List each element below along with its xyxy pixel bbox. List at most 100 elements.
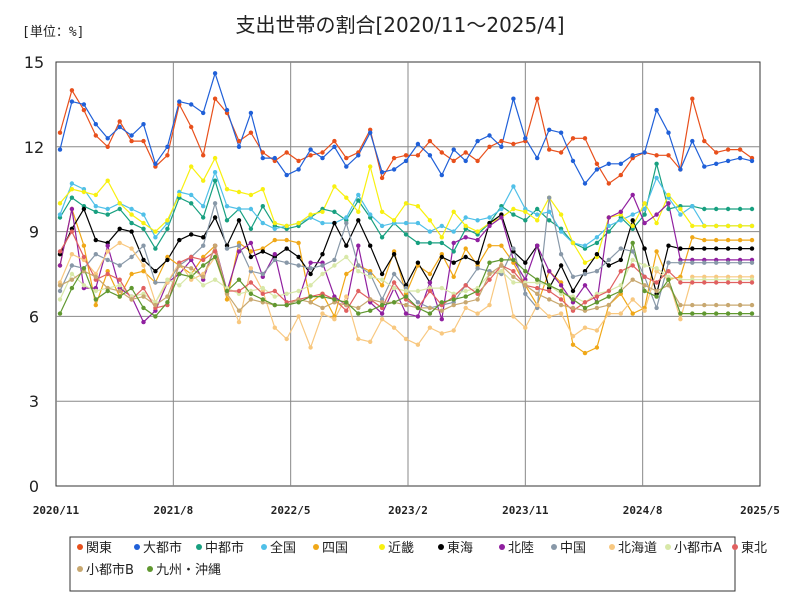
data-point bbox=[702, 164, 707, 169]
y-tick-label: 15 bbox=[24, 53, 44, 72]
data-point bbox=[463, 246, 468, 251]
data-point bbox=[702, 260, 707, 265]
data-point bbox=[320, 263, 325, 268]
data-point bbox=[523, 209, 528, 214]
data-point bbox=[427, 271, 433, 277]
data-point bbox=[201, 243, 206, 248]
data-point bbox=[403, 201, 409, 206]
data-point bbox=[69, 277, 75, 282]
data-point bbox=[141, 269, 146, 274]
data-point bbox=[105, 257, 110, 263]
data-point bbox=[379, 235, 385, 240]
data-point bbox=[654, 305, 659, 311]
data-point bbox=[642, 150, 647, 155]
data-point bbox=[201, 178, 206, 183]
data-point bbox=[487, 223, 492, 229]
data-point bbox=[749, 158, 755, 164]
data-point bbox=[606, 302, 611, 308]
data-point bbox=[153, 314, 158, 319]
data-point bbox=[690, 302, 695, 308]
legend-marker bbox=[499, 544, 505, 550]
data-point bbox=[547, 147, 552, 152]
data-point bbox=[487, 260, 492, 265]
data-point bbox=[368, 130, 373, 135]
data-point bbox=[141, 263, 146, 268]
data-point bbox=[105, 136, 110, 141]
data-point bbox=[749, 237, 755, 243]
data-point bbox=[296, 288, 301, 294]
data-point bbox=[642, 283, 647, 288]
data-point bbox=[558, 311, 564, 316]
data-point bbox=[153, 302, 158, 308]
data-point bbox=[284, 336, 289, 342]
data-point bbox=[547, 127, 552, 132]
data-point bbox=[284, 302, 289, 308]
data-point bbox=[654, 212, 659, 217]
data-point bbox=[451, 209, 456, 214]
data-point bbox=[117, 119, 122, 124]
data-point bbox=[475, 288, 480, 294]
data-point bbox=[272, 252, 277, 257]
data-point bbox=[332, 144, 337, 149]
data-point bbox=[439, 300, 444, 305]
data-point bbox=[391, 155, 397, 161]
legend-marker bbox=[313, 544, 319, 550]
data-point bbox=[248, 280, 254, 285]
data-point bbox=[463, 215, 468, 220]
data-point bbox=[189, 274, 194, 279]
data-point bbox=[117, 124, 122, 130]
data-point bbox=[702, 311, 707, 316]
data-point bbox=[690, 204, 695, 209]
data-point bbox=[212, 249, 218, 254]
data-point bbox=[153, 280, 158, 285]
data-point bbox=[618, 172, 623, 178]
data-point bbox=[678, 212, 683, 217]
data-point bbox=[272, 220, 277, 226]
data-point bbox=[666, 130, 671, 135]
data-point bbox=[212, 215, 218, 220]
data-point bbox=[690, 280, 695, 285]
data-point bbox=[391, 218, 397, 223]
data-point bbox=[702, 302, 707, 308]
y-tick-labels: 0 3 6 9 12 15 bbox=[24, 53, 44, 496]
data-point bbox=[212, 71, 218, 76]
data-point bbox=[93, 209, 99, 214]
data-point bbox=[570, 297, 576, 302]
data-point bbox=[523, 260, 528, 265]
data-point bbox=[547, 283, 552, 288]
data-point bbox=[129, 246, 134, 251]
data-point bbox=[379, 311, 385, 316]
data-point bbox=[308, 147, 313, 152]
data-point bbox=[523, 136, 528, 141]
data-point bbox=[81, 283, 87, 288]
data-point bbox=[475, 260, 480, 265]
data-point bbox=[69, 206, 75, 212]
data-point bbox=[535, 277, 540, 282]
data-point bbox=[475, 297, 480, 302]
data-point bbox=[547, 269, 552, 274]
data-point bbox=[725, 206, 731, 212]
data-point bbox=[284, 172, 289, 178]
data-point bbox=[284, 223, 289, 229]
data-point bbox=[153, 161, 158, 166]
data-point bbox=[296, 240, 301, 246]
data-point bbox=[570, 334, 576, 339]
data-point bbox=[344, 300, 349, 305]
data-point bbox=[189, 164, 194, 169]
data-point bbox=[725, 311, 731, 316]
legend-marker bbox=[261, 544, 267, 550]
data-point bbox=[582, 136, 588, 141]
data-point bbox=[439, 223, 444, 229]
legend-label: 北海道 bbox=[618, 541, 657, 556]
data-point bbox=[69, 229, 75, 234]
data-point bbox=[248, 206, 254, 212]
data-point bbox=[749, 246, 755, 251]
data-point bbox=[236, 249, 242, 254]
data-point bbox=[308, 294, 313, 299]
data-point bbox=[69, 271, 75, 277]
data-point bbox=[379, 175, 385, 181]
data-point bbox=[320, 305, 325, 311]
data-point bbox=[415, 240, 421, 246]
data-point bbox=[725, 246, 731, 251]
legend-marker bbox=[379, 544, 385, 550]
